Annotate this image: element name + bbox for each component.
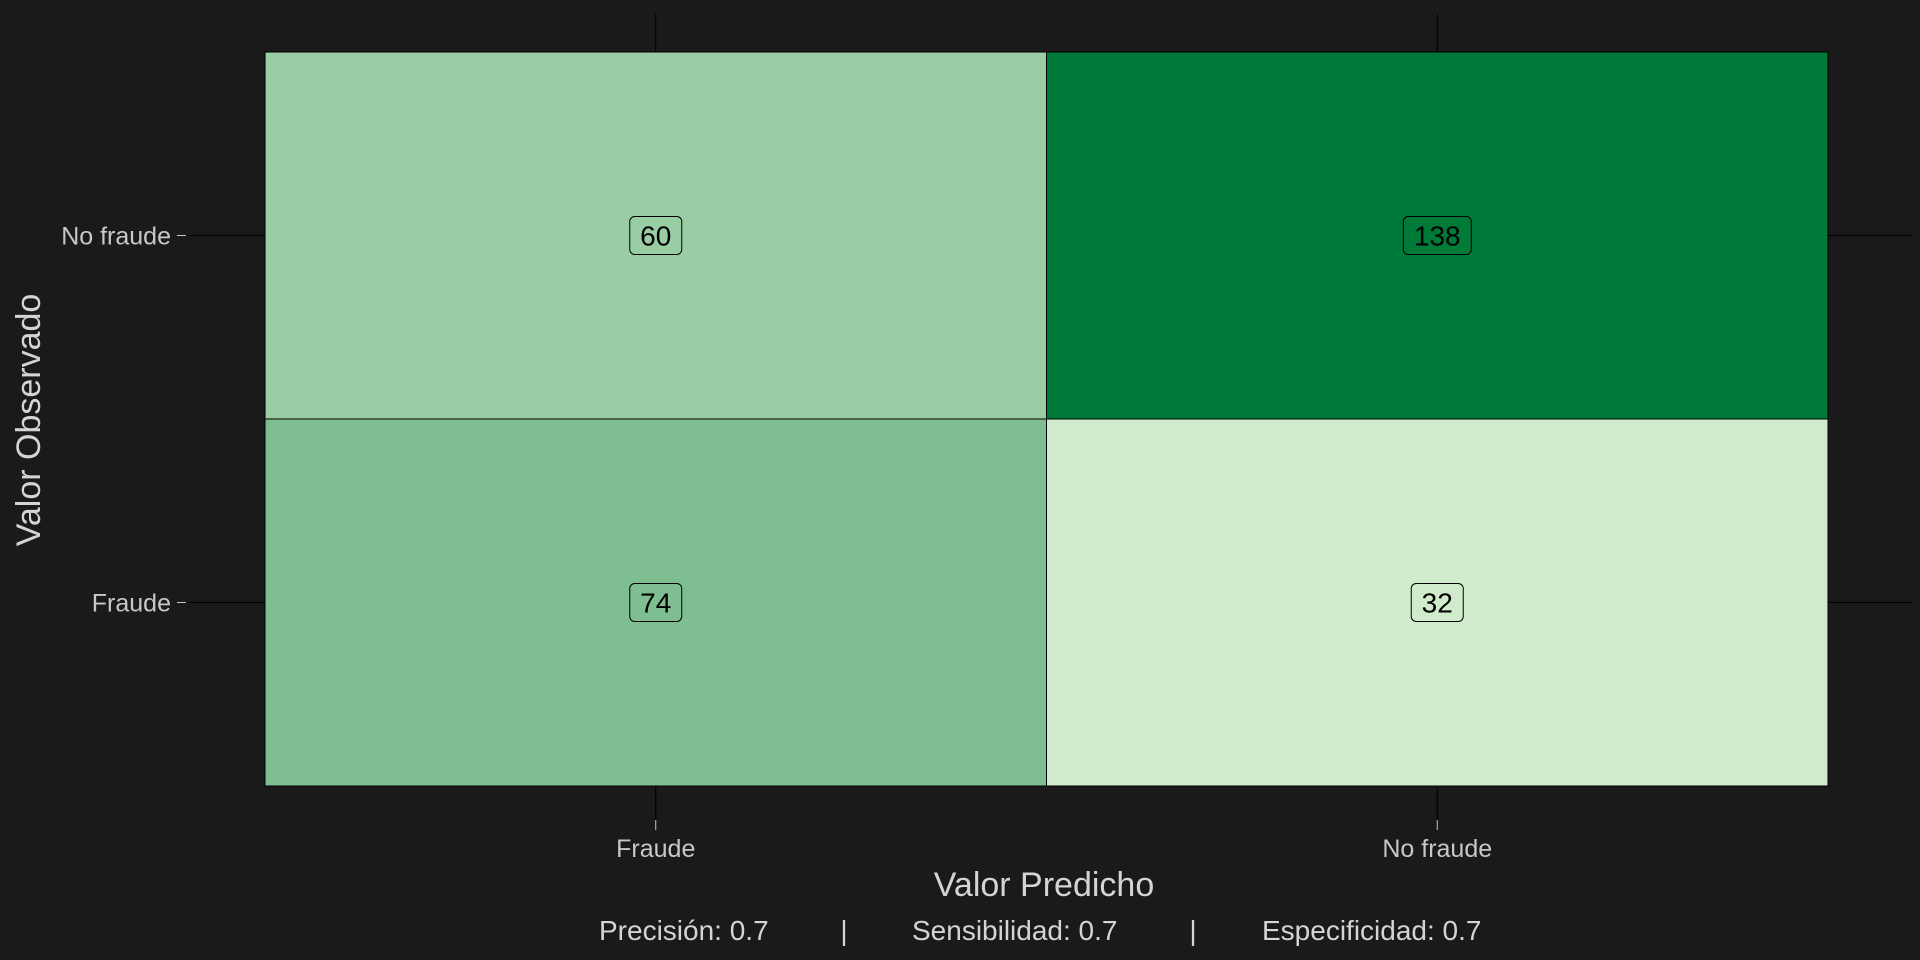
metric-precision: Precisión: 0.7 xyxy=(599,915,769,946)
x-tick-label: Fraude xyxy=(616,835,695,863)
cell-labels: 60 138 74 32 xyxy=(629,216,1472,622)
y-tick-label: Fraude xyxy=(92,590,171,618)
cell-label-box xyxy=(629,583,683,622)
heatmap-cells xyxy=(264,51,1829,787)
axes: Fraude No fraude Fraude No fraude xyxy=(61,223,1492,864)
y-tick-label: No fraude xyxy=(61,223,171,251)
metric-sensitivity: Sensibilidad: 0.7 xyxy=(912,915,1117,946)
y-axis-title: Valor Observado xyxy=(10,294,48,547)
cell-value-label: 32 xyxy=(1422,588,1453,619)
metric-specificity: Especificidad: 0.7 xyxy=(1262,915,1481,946)
cell-label-box xyxy=(629,216,683,255)
cell-label-box xyxy=(1410,583,1464,622)
metric-separator: | xyxy=(1189,915,1196,946)
cell-value-label: 138 xyxy=(1414,221,1461,252)
x-axis-title: Valor Predicho xyxy=(934,866,1155,904)
metrics-footer: Precisión: 0.7 | Sensibilidad: 0.7 | Esp… xyxy=(599,915,1481,946)
cell-value-label: 74 xyxy=(640,588,671,619)
cell-label-box xyxy=(1402,216,1472,255)
x-tick-label: No fraude xyxy=(1382,835,1492,863)
cell-value-label: 60 xyxy=(640,221,671,252)
metric-separator: | xyxy=(840,915,847,946)
